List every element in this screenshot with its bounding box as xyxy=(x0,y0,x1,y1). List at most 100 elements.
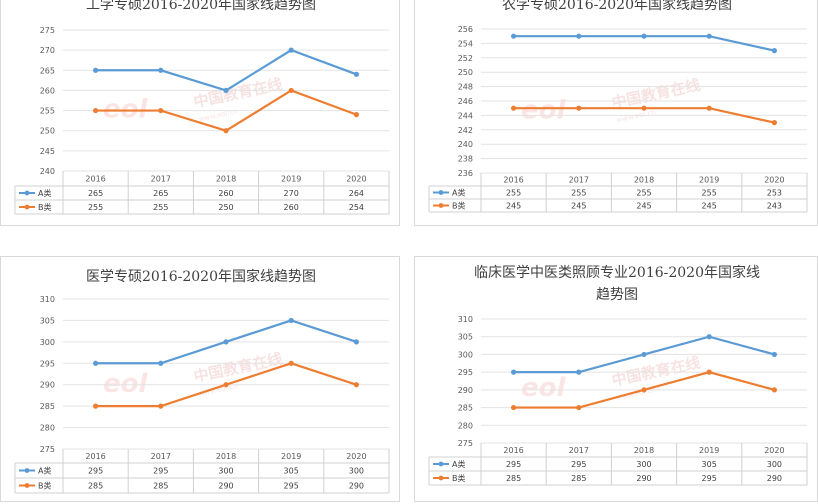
table-cell-value: 255 xyxy=(571,189,586,198)
table-cell-value: 260 xyxy=(284,203,299,212)
x-tick-label: 2018 xyxy=(216,452,236,461)
y-tick-label: 260 xyxy=(40,86,55,95)
table-cell-value: 265 xyxy=(153,189,168,198)
table-cell-value: 245 xyxy=(636,202,651,211)
table-cell-value: 300 xyxy=(218,467,233,476)
watermark-logo: eol xyxy=(103,369,148,399)
data-point xyxy=(223,382,229,388)
table-cell-value: 285 xyxy=(506,474,521,483)
table-cell-value: 250 xyxy=(218,203,233,212)
y-tick-label: 242 xyxy=(458,126,473,135)
data-point xyxy=(288,87,294,94)
y-tick-label: 275 xyxy=(458,439,473,448)
watermark-logo: eol xyxy=(521,95,566,125)
data-point xyxy=(511,369,517,375)
x-tick-label: 2020 xyxy=(764,176,784,185)
y-tick-label: 254 xyxy=(458,39,473,48)
data-point xyxy=(511,404,517,411)
watermark-url: www.eol.cn xyxy=(616,108,657,124)
y-tick-label: 285 xyxy=(458,404,473,413)
y-tick-label: 275 xyxy=(40,26,55,35)
x-tick-label: 2017 xyxy=(569,176,589,185)
watermark-url: www.eol.cn xyxy=(198,107,239,123)
y-tick-label: 280 xyxy=(458,421,473,430)
y-tick-label: 250 xyxy=(40,127,55,136)
table-cell-value: 290 xyxy=(636,474,651,483)
table-cell-value: 255 xyxy=(702,189,717,198)
y-tick-label: 300 xyxy=(458,350,473,359)
table-cell-value: 265 xyxy=(88,189,103,198)
data-point xyxy=(93,360,99,366)
y-tick-label: 295 xyxy=(458,368,473,377)
table-cell-value: 285 xyxy=(88,482,103,491)
table-cell-value: 264 xyxy=(349,189,364,198)
chart-title: 医学专硕2016-2020年国家线趋势图 xyxy=(86,268,316,285)
legend-key-marker xyxy=(24,468,30,473)
data-point xyxy=(158,107,164,114)
data-point xyxy=(223,87,229,94)
x-tick-label: 2019 xyxy=(699,176,719,185)
y-tick-label: 285 xyxy=(40,402,55,411)
y-tick-label: 265 xyxy=(40,66,55,75)
chart-panel-medicine: eol 中国教育在线 www.eol.cn 医学专硕2016-2020年国家线趋势图 2… xyxy=(0,256,400,502)
x-tick-label: 2017 xyxy=(569,446,589,455)
data-point xyxy=(771,387,777,393)
y-tick-label: 310 xyxy=(40,295,55,304)
x-tick-label: 2020 xyxy=(346,452,366,461)
table-cell-value: 290 xyxy=(767,474,782,483)
y-tick-label: 295 xyxy=(40,359,55,368)
data-point xyxy=(706,334,712,340)
table-cell-value: 255 xyxy=(88,203,103,212)
data-point xyxy=(641,105,647,111)
y-tick-label: 290 xyxy=(40,381,55,390)
x-tick-label: 2020 xyxy=(346,175,366,184)
legend-key-marker xyxy=(24,483,30,488)
y-tick-label: 280 xyxy=(40,424,55,433)
table-cell-value: 295 xyxy=(571,460,586,469)
y-tick-label: 250 xyxy=(458,68,473,77)
x-tick-label: 2017 xyxy=(151,175,171,184)
watermark-logo: eol xyxy=(521,373,566,403)
table-cell-value: 245 xyxy=(702,202,717,211)
data-point xyxy=(511,105,517,111)
data-point xyxy=(353,112,359,118)
x-tick-label: 2016 xyxy=(85,175,105,184)
chart-svg: eol 中国教育在线www.eol.cn医学专硕2016-2020年国家线趋势图2… xyxy=(14,268,390,494)
table-cell-value: 260 xyxy=(218,189,233,198)
table-cell-value: 300 xyxy=(349,467,364,476)
legend-key-marker xyxy=(438,190,444,195)
y-tick-label: 252 xyxy=(458,54,473,63)
data-point xyxy=(158,360,164,366)
data-point xyxy=(158,67,164,73)
y-tick-label: 238 xyxy=(458,155,473,164)
chart-panel-clinical-tcm: eol 中国教育在线 www.eol.cn 临床医学中医类照顾专业2016-2020年… xyxy=(414,256,818,502)
legend-label: A类 xyxy=(38,188,51,198)
x-tick-label: 2018 xyxy=(634,176,654,185)
legend-key-marker xyxy=(24,204,30,210)
watermark-logo: eol xyxy=(103,94,148,124)
data-point xyxy=(576,369,582,375)
x-tick-label: 2016 xyxy=(503,176,523,185)
legend-key-marker xyxy=(438,203,444,208)
x-tick-label: 2020 xyxy=(764,446,784,455)
data-point xyxy=(288,317,294,324)
y-tick-label: 275 xyxy=(40,445,55,454)
table-cell-value: 253 xyxy=(767,189,782,198)
legend-label: B类 xyxy=(452,473,466,483)
table-cell-value: 255 xyxy=(506,189,521,198)
table-cell-value: 290 xyxy=(218,482,233,491)
legend-key-marker xyxy=(438,461,444,467)
y-tick-label: 245 xyxy=(40,147,55,156)
data-point xyxy=(771,351,777,358)
data-point xyxy=(771,48,777,54)
legend-label: B类 xyxy=(38,202,52,212)
legend-label: B类 xyxy=(38,481,52,491)
x-tick-label: 2018 xyxy=(216,175,236,184)
data-point xyxy=(288,47,294,53)
table-cell-value: 295 xyxy=(284,482,299,491)
table-cell-value: 295 xyxy=(506,460,521,469)
data-point xyxy=(353,71,359,77)
watermark-text: 中国教育在线 xyxy=(192,75,284,111)
y-tick-label: 255 xyxy=(40,107,55,116)
table-cell-value: 295 xyxy=(702,474,717,483)
